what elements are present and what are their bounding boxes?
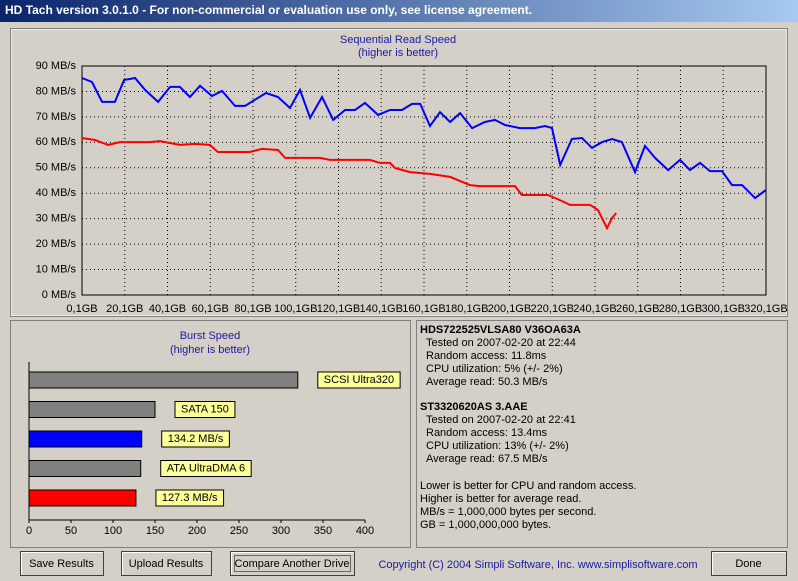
x-tick-label: 300,1GB xyxy=(702,303,745,315)
note: MB/s = 1,000,000 bytes per second. xyxy=(420,506,596,518)
title-bar xyxy=(0,0,798,22)
x-tick-label: 0 xyxy=(26,525,32,537)
x-tick-label: 240,1GB xyxy=(573,303,616,315)
info-panel xyxy=(416,320,788,548)
drive-detail: Random access: 11.8ms xyxy=(426,350,547,362)
y-tick-label: 0 MB/s xyxy=(42,289,77,301)
x-tick-label: 40,1GB xyxy=(149,303,186,315)
x-tick-label: 180,1GB xyxy=(445,303,488,315)
bar-label-box xyxy=(174,401,236,418)
note: Higher is better for average read. xyxy=(420,493,581,505)
sequential-panel xyxy=(10,28,788,317)
bar-label: ATA UltraDMA 6 xyxy=(167,462,245,474)
button-bar: Save Results Upload Results Compare Anothe… xyxy=(20,551,787,576)
x-tick-label: 260,1GB xyxy=(616,303,659,315)
burst-subtitle: (higher is better) xyxy=(170,344,250,356)
drive-detail: Average read: 67.5 MB/s xyxy=(426,453,548,465)
bar-label: SATA 150 xyxy=(181,403,229,415)
drive-detail: Tested on 2007-02-20 at 22:41 xyxy=(426,414,576,426)
x-tick-label: 100,1GB xyxy=(274,303,317,315)
bar-label-box xyxy=(155,489,225,507)
y-tick-label: 40 MB/s xyxy=(36,187,77,199)
bar-label-box xyxy=(160,460,252,477)
button xyxy=(20,551,104,576)
drive-detail: Tested on 2007-02-20 at 22:44 xyxy=(426,337,576,349)
button-bevel xyxy=(712,552,786,575)
burst-panel xyxy=(10,320,411,548)
x-tick-label: 200,1GB xyxy=(488,303,531,315)
panel-highlight xyxy=(11,29,787,316)
burst-bar xyxy=(28,430,143,448)
x-tick-label: 250 xyxy=(230,525,248,537)
x-tick-label: 280,1GB xyxy=(659,303,702,315)
speed-line xyxy=(81,76,767,200)
button-label[interactable]: Compare Another Drive xyxy=(235,558,350,570)
copyright-text: Copyright (C) 2004 Simpli Software, Inc.… xyxy=(378,559,697,571)
bar-label: 127.3 MB/s xyxy=(162,492,218,504)
x-tick-label: 60,1GB xyxy=(192,303,229,315)
x-tick-label: 220,1GB xyxy=(531,303,574,315)
drive-name: ST3320620AS 3.AAE xyxy=(420,401,528,413)
drive-detail: Average read: 50.3 MB/s xyxy=(426,376,548,388)
burst-title: Burst Speed xyxy=(180,330,241,342)
burst-bar xyxy=(28,489,137,507)
x-tick-label: 50 xyxy=(65,525,77,537)
x-tick-label: 20,1GB xyxy=(106,303,143,315)
x-tick-label: 300 xyxy=(272,525,290,537)
plot-area xyxy=(81,65,767,296)
burst-bar xyxy=(28,460,142,477)
bar-label-box xyxy=(317,371,401,389)
y-tick-label: 10 MB/s xyxy=(36,263,77,275)
y-tick-label: 50 MB/s xyxy=(36,162,77,174)
bar-label: SCSI Ultra320 xyxy=(324,374,394,386)
y-tick-label: 20 MB/s xyxy=(36,238,77,250)
speed-line xyxy=(81,137,617,231)
drive-name: HDS722525VLSA80 V36OA63A xyxy=(420,324,581,336)
y-tick-label: 90 MB/s xyxy=(36,60,77,72)
x-tick-label: 350 xyxy=(314,525,332,537)
button-bevel xyxy=(122,552,211,575)
sequential-chart: 0 MB/s 10 MB/s 20 MB/s 30 MB/s 40 MB/s 50 MB/… xyxy=(36,60,788,315)
y-tick-label: 80 MB/s xyxy=(36,85,77,97)
bar-label: 134.2 MB/s xyxy=(168,433,224,445)
button xyxy=(121,551,212,576)
x-tick-label: 0,1GB xyxy=(66,303,97,315)
x-tick-label: 120,1GB xyxy=(317,303,360,315)
sequential-subtitle: (higher is better) xyxy=(358,47,438,59)
drive-detail: CPU utilization: 13% (+/- 2%) xyxy=(426,440,569,452)
x-tick-label: 400 xyxy=(356,525,374,537)
window-title: HD Tach version 3.0.1.0 - For non-commer… xyxy=(5,3,532,17)
y-tick-label: 60 MB/s xyxy=(36,136,77,148)
focus-rect xyxy=(234,555,351,572)
button-bevel xyxy=(21,552,103,575)
bar-label-box xyxy=(161,430,230,448)
x-tick-label: 160,1GB xyxy=(402,303,445,315)
x-tick-label: 100 xyxy=(104,525,122,537)
button-label: Upload Results xyxy=(129,558,204,570)
y-tick-label: 70 MB/s xyxy=(36,111,77,123)
burst-bar xyxy=(28,401,156,418)
x-tick-label: 80,1GB xyxy=(234,303,271,315)
y-tick-label: 30 MB/s xyxy=(36,213,77,225)
x-tick-label: 200 xyxy=(188,525,206,537)
x-tick-label: 140,1GB xyxy=(360,303,403,315)
button[interactable] xyxy=(711,551,787,576)
button-label[interactable]: Done xyxy=(735,558,761,570)
note: GB = 1,000,000,000 bytes. xyxy=(420,519,551,531)
note: Lower is better for CPU and random acces… xyxy=(420,480,636,492)
x-tick-label: 320,1GB xyxy=(744,303,787,315)
burst-chart: 0 50 100 150 200 250 300 350 400 SCSI Ultra320 SAT… xyxy=(26,362,401,537)
button-label: Save Results xyxy=(29,558,94,570)
sequential-title: Sequential Read Speed xyxy=(340,34,456,46)
drive-detail: CPU utilization: 5% (+/- 2%) xyxy=(426,363,563,375)
burst-bar xyxy=(28,371,299,389)
drive-detail: Random access: 13.4ms xyxy=(426,427,548,439)
button-bevel xyxy=(231,552,354,575)
x-tick-label: 150 xyxy=(146,525,164,537)
